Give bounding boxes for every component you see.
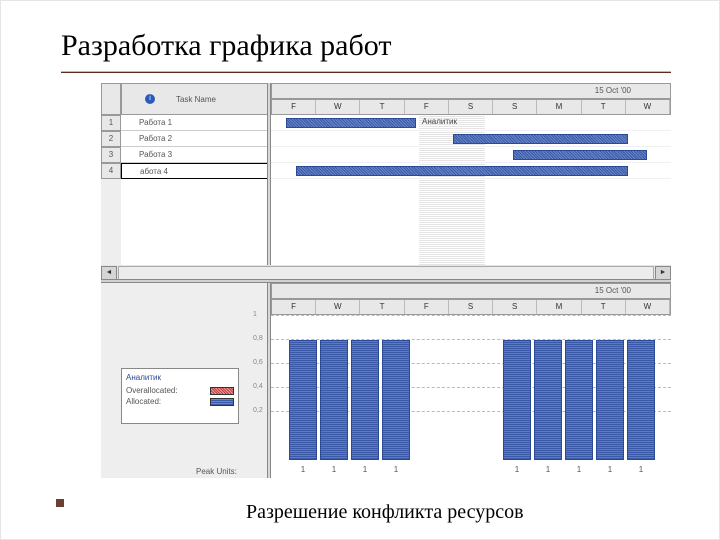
day-header: T xyxy=(360,300,404,314)
timescale-days: FWTFSSMTW xyxy=(271,99,671,115)
resource-link-label: Аналитик xyxy=(422,117,457,126)
legend-over-swatch xyxy=(210,387,234,395)
row-header[interactable]: 4 xyxy=(101,163,121,179)
resource-bar[interactable] xyxy=(382,340,410,460)
day-header: T xyxy=(582,300,626,314)
resource-bar-value: 1 xyxy=(503,465,531,474)
grid-line: 1 xyxy=(271,315,671,316)
legend-over-label: Overallocated: xyxy=(126,386,178,395)
resource-bar[interactable] xyxy=(627,340,655,460)
day-header: W xyxy=(626,300,670,314)
gantt-bar[interactable] xyxy=(286,118,416,128)
gantt-panel: i Task Name Работа 1Работа 2Работа 3абот… xyxy=(101,83,671,281)
resource-bar-value: 1 xyxy=(382,465,410,474)
slide-title: Разработка графика работ xyxy=(61,29,391,63)
task-cell[interactable]: абота 4 xyxy=(121,163,271,179)
day-header: S xyxy=(449,100,493,114)
timescale-days-bottom: FWTFSSMTW xyxy=(271,299,671,315)
day-header: M xyxy=(537,300,581,314)
resource-bar-value: 1 xyxy=(596,465,624,474)
gantt-bar[interactable] xyxy=(453,134,628,144)
gantt-bar[interactable] xyxy=(296,166,628,176)
y-axis-label: 0,6 xyxy=(253,359,263,366)
y-axis-label: 1 xyxy=(253,311,257,318)
resource-chart-area: 15 Oct '00 FWTFSSMTW 10,80,60,40,2111111… xyxy=(271,283,671,478)
footer-bullet xyxy=(56,499,64,507)
row-header[interactable]: 1 xyxy=(101,115,121,131)
task-name-header[interactable]: i Task Name xyxy=(121,83,271,115)
gantt-row xyxy=(271,131,671,147)
day-header: S xyxy=(493,300,537,314)
legend-alloc-label: Allocated: xyxy=(126,397,161,406)
screenshot-region: i Task Name Работа 1Работа 2Работа 3абот… xyxy=(101,83,671,478)
day-header: S xyxy=(493,100,537,114)
resource-bar[interactable] xyxy=(503,340,531,460)
gantt-bar[interactable] xyxy=(513,150,647,160)
legend-title: Аналитик xyxy=(126,373,234,382)
task-cell[interactable]: Работа 3 xyxy=(121,147,271,163)
slide: Разработка графика работ Разрешение конф… xyxy=(0,0,720,540)
timescale-week: 15 Oct '00 xyxy=(271,83,671,99)
week-label: 15 Oct '00 xyxy=(271,83,671,99)
resource-bar-value: 1 xyxy=(534,465,562,474)
day-header: T xyxy=(582,100,626,114)
day-header: T xyxy=(360,100,404,114)
task-cell[interactable]: Работа 1 xyxy=(121,115,271,131)
day-header: W xyxy=(316,100,360,114)
day-header: F xyxy=(405,100,449,114)
slide-footer: Разрешение конфликта ресурсов xyxy=(246,501,524,524)
peak-units-label: Peak Units: xyxy=(196,467,237,476)
day-header: S xyxy=(449,300,493,314)
y-axis-label: 0,8 xyxy=(253,335,263,342)
legend-row-alloc: Allocated: xyxy=(126,397,234,406)
title-underline xyxy=(61,71,671,73)
resource-bar-value: 1 xyxy=(627,465,655,474)
task-cell[interactable]: Работа 2 xyxy=(121,131,271,147)
task-name-column: i Task Name Работа 1Работа 2Работа 3абот… xyxy=(121,83,271,281)
legend-row-over: Overallocated: xyxy=(126,386,234,395)
resource-bar[interactable] xyxy=(565,340,593,460)
resource-bar-value: 1 xyxy=(320,465,348,474)
resource-grid: 10,80,60,40,2111111111 xyxy=(271,315,671,460)
resource-bar[interactable] xyxy=(596,340,624,460)
row-header[interactable]: 3 xyxy=(101,147,121,163)
resource-bar[interactable] xyxy=(320,340,348,460)
day-header: F xyxy=(272,300,316,314)
resource-bar-value: 1 xyxy=(351,465,379,474)
resource-bar-value: 1 xyxy=(565,465,593,474)
resource-bar[interactable] xyxy=(534,340,562,460)
info-icon: i xyxy=(145,94,155,104)
gantt-row xyxy=(271,163,671,179)
gantt-row xyxy=(271,115,671,131)
gantt-chart-area: 15 Oct '00 FWTFSSMTW Аналитик xyxy=(271,83,671,281)
scroll-track[interactable] xyxy=(118,266,654,280)
week-label-bottom: 15 Oct '00 xyxy=(271,283,671,299)
y-axis-label: 0,4 xyxy=(253,383,263,390)
legend-box: Аналитик Overallocated: Allocated: xyxy=(121,368,239,424)
day-header: F xyxy=(405,300,449,314)
task-name-header-label: Task Name xyxy=(176,95,216,104)
resource-bar-value: 1 xyxy=(289,465,317,474)
timescale-week-bottom: 15 Oct '00 xyxy=(271,283,671,299)
day-header: M xyxy=(537,100,581,114)
day-header: W xyxy=(626,100,670,114)
day-header: W xyxy=(316,300,360,314)
resource-bar[interactable] xyxy=(289,340,317,460)
corner-cell xyxy=(101,83,121,115)
y-axis-label: 0,2 xyxy=(253,407,263,414)
legend-alloc-swatch xyxy=(210,398,234,406)
day-header: F xyxy=(272,100,316,114)
resource-usage-panel: Аналитик Overallocated: Allocated: Peak … xyxy=(101,283,671,478)
row-header[interactable]: 2 xyxy=(101,131,121,147)
gantt-row xyxy=(271,147,671,163)
scroll-left-icon[interactable]: ◄ xyxy=(101,266,117,280)
scroll-right-icon[interactable]: ► xyxy=(655,266,671,280)
resource-bar[interactable] xyxy=(351,340,379,460)
